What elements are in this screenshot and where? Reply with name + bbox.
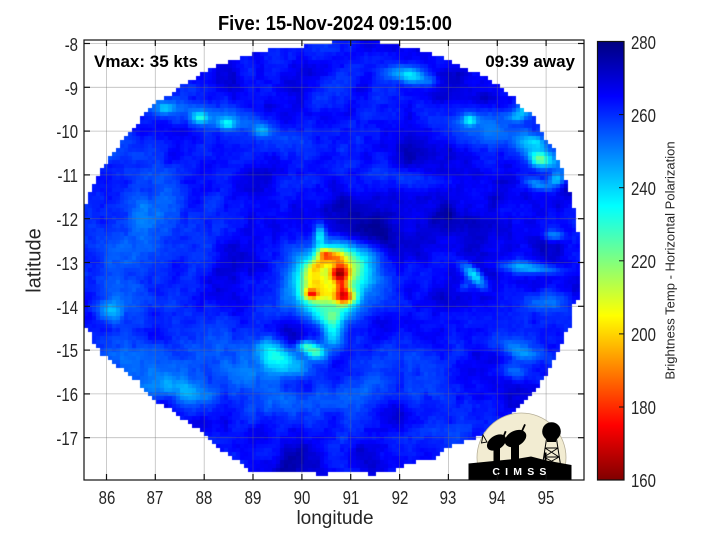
svg-text:CIMSS: CIMSS — [492, 466, 551, 478]
